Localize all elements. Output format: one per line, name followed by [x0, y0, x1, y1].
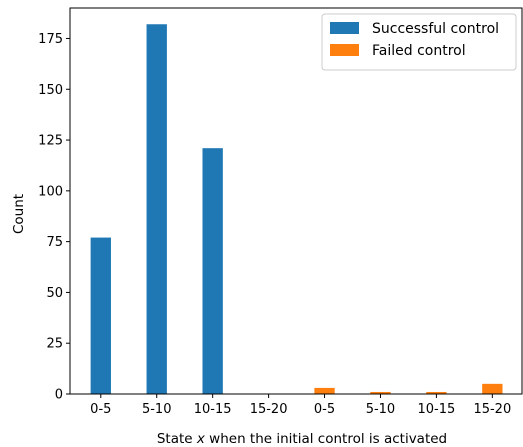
- bar-successful-5-10: [146, 24, 167, 395]
- x-tick-label: 10-15: [418, 402, 456, 417]
- y-axis-title: Count: [11, 194, 27, 234]
- y-tick-label: 175: [38, 32, 63, 47]
- x-axis-ticks: 0-5 5-10 10-15 15-20 0-5 5-10 10-15 15-20: [90, 394, 511, 417]
- y-tick-label: 0: [55, 388, 63, 403]
- legend-label-failed: Failed control: [372, 43, 466, 59]
- x-axis-title-prefix: State: [157, 431, 197, 447]
- bar-successful-0-5: [90, 237, 111, 394]
- x-tick-label: 15-20: [250, 402, 288, 417]
- legend: Successful control Failed control: [321, 13, 517, 71]
- y-axis-ticks: 0 25 50 75 100 125 150 175: [38, 32, 70, 403]
- bar-failed-10-15: [426, 391, 447, 394]
- x-tick-label: 5-10: [366, 402, 396, 417]
- axes-frame: [69, 7, 523, 395]
- x-axis-title-variable: x: [196, 431, 206, 447]
- x-tick-label: 5-10: [142, 402, 172, 417]
- legend-swatch-successful: [330, 22, 359, 34]
- legend-swatch-failed: [330, 44, 359, 56]
- x-axis-title: State x when the initial control is acti…: [157, 431, 447, 447]
- legend-frame: [321, 13, 517, 71]
- x-tick-label: 0-5: [314, 402, 335, 417]
- plot-area: [69, 7, 523, 395]
- y-tick-label: 75: [46, 235, 63, 250]
- bar-successful-10-15: [202, 148, 223, 394]
- bars: [90, 24, 503, 395]
- x-tick-label: 15-20: [473, 402, 511, 417]
- y-tick-label: 50: [46, 286, 63, 301]
- y-tick-label: 25: [46, 337, 63, 352]
- bar-failed-15-20: [482, 383, 503, 394]
- x-axis-title-suffix: when the initial control is activated: [205, 431, 447, 447]
- y-tick-label: 100: [38, 184, 63, 199]
- x-tick-label: 10-15: [194, 402, 232, 417]
- bar-failed-0-5: [314, 387, 335, 394]
- x-tick-label: 0-5: [90, 402, 111, 417]
- y-tick-label: 150: [38, 83, 63, 98]
- bar-failed-5-10: [370, 391, 391, 394]
- y-tick-label: 125: [38, 134, 63, 149]
- legend-label-successful: Successful control: [372, 21, 499, 37]
